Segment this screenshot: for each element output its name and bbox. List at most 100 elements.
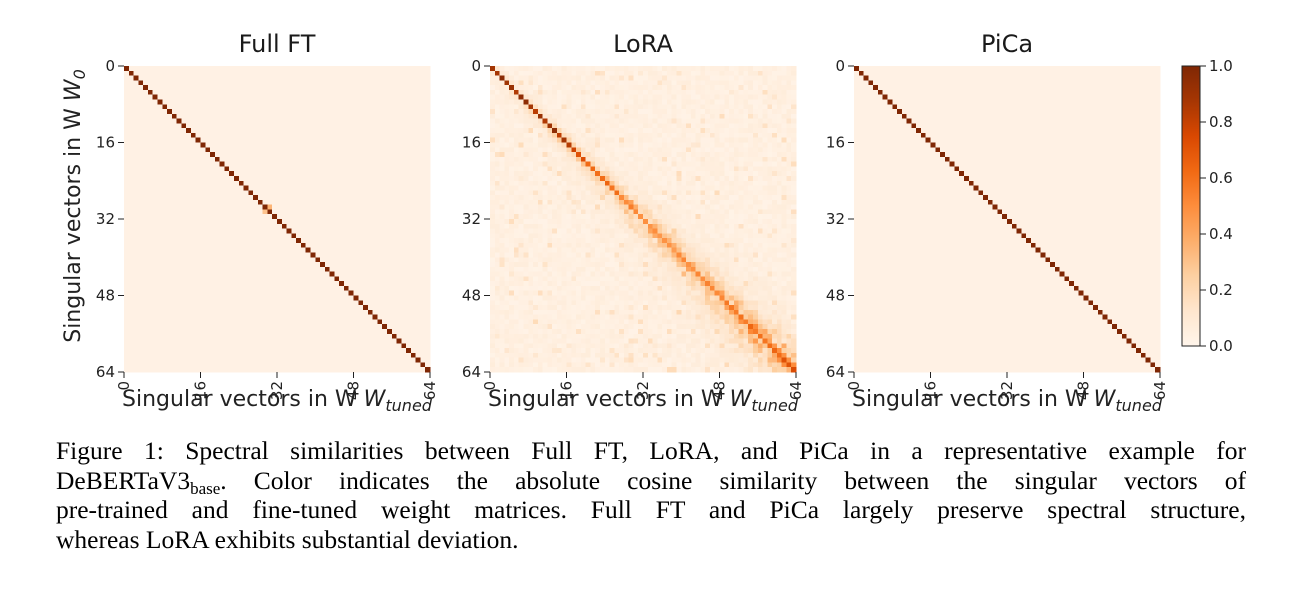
heatmap-cell: [334, 190, 340, 196]
heatmap-cell: [248, 190, 254, 196]
heatmap-cell: [286, 343, 292, 349]
heatmap-cell: [171, 219, 177, 225]
heatmap-cell: [138, 156, 144, 162]
heatmap-cell: [128, 132, 134, 139]
heatmap-cell: [262, 161, 268, 167]
heatmap-cell: [296, 195, 302, 201]
heatmap-cell: [353, 228, 359, 234]
heatmap-cell: [210, 319, 216, 325]
heatmap-cell: [138, 223, 144, 229]
heatmap-cell: [147, 242, 154, 249]
heatmap-cell: [229, 309, 235, 315]
heatmap-cell: [238, 276, 244, 282]
heatmap-cell: [214, 147, 220, 153]
heatmap-cell: [686, 99, 692, 105]
heatmap-cell: [358, 80, 364, 86]
heatmap-cell: [315, 314, 321, 320]
heatmap-cell: [714, 75, 720, 81]
heatmap-cell: [396, 357, 402, 363]
heatmap-cell: [233, 362, 240, 368]
heatmap-cell: [410, 66, 417, 72]
heatmap-cell: [300, 204, 307, 210]
heatmap-cell: [143, 309, 149, 315]
heatmap-cell: [210, 252, 216, 258]
heatmap-cell: [167, 357, 173, 363]
heatmap-cell: [406, 238, 412, 244]
heatmap-cell: [391, 219, 397, 225]
heatmap-cell: [205, 156, 211, 162]
heatmap-cell: [509, 128, 515, 134]
heatmap-cell: [499, 99, 505, 105]
heatmap-cell: [315, 333, 321, 339]
heatmap-cell: [157, 175, 163, 182]
heatmap-cell: [152, 147, 158, 153]
heatmap-cell: [229, 204, 235, 210]
heatmap-cell: [752, 99, 759, 105]
heatmap-cell: [238, 94, 244, 100]
heatmap-cell: [257, 219, 264, 225]
heatmap-cell: [272, 362, 278, 368]
heatmap-cell: [348, 266, 354, 272]
heatmap-cell: [133, 137, 139, 143]
heatmap-cell: [152, 70, 158, 76]
heatmap-cell: [286, 156, 292, 162]
heatmap-cell: [257, 152, 264, 158]
heatmap-cell: [415, 233, 421, 239]
heatmap-cell: [425, 147, 431, 153]
heatmap-cell: [124, 123, 130, 129]
heatmap-cell: [152, 242, 158, 249]
heatmap-cell: [162, 276, 168, 282]
heatmap-cell: [406, 175, 412, 182]
heatmap-cell: [396, 80, 402, 86]
heatmap-cell: [257, 156, 264, 162]
heatmap-cell: [147, 252, 154, 258]
heatmap-cell: [253, 285, 259, 292]
heatmap-cell: [324, 161, 330, 167]
heatmap-cell: [339, 109, 345, 115]
heatmap-cell: [147, 295, 154, 301]
heatmap-cell: [363, 262, 369, 268]
heatmap-cell: [176, 89, 182, 96]
heatmap-cell: [528, 128, 534, 134]
heatmap-cell: [320, 314, 326, 320]
heatmap-cell: [124, 166, 130, 172]
heatmap-cell: [420, 180, 426, 186]
heatmap-cell: [334, 142, 340, 148]
heatmap-cell: [262, 333, 268, 339]
heatmap-cell: [386, 367, 393, 373]
heatmap-cell: [348, 223, 354, 229]
heatmap-cell: [267, 99, 273, 105]
heatmap-cell: [391, 238, 397, 244]
heatmap-cell: [533, 94, 539, 100]
heatmap-cell: [377, 319, 383, 325]
heatmap-cell: [382, 185, 388, 191]
heatmap-cell: [124, 142, 130, 148]
heatmap-cell: [396, 257, 402, 263]
heatmap-cell: [386, 290, 393, 296]
heatmap-cell: [410, 252, 417, 258]
heatmap-cell: [310, 118, 316, 124]
heatmap-cell: [504, 109, 510, 115]
heatmap-cell: [238, 228, 244, 234]
heatmap-cell: [176, 80, 182, 86]
heatmap-cell: [229, 214, 235, 220]
heatmap-cell: [162, 209, 168, 215]
heatmap-cell: [599, 109, 606, 115]
heatmap-cell: [291, 161, 297, 167]
heatmap-cell: [286, 89, 292, 96]
heatmap-cell: [363, 123, 369, 129]
heatmap-cell: [329, 357, 335, 363]
heatmap-cell: [296, 357, 302, 363]
heatmap-cell: [320, 300, 326, 306]
heatmap-cell: [248, 80, 254, 86]
heatmap-cell: [320, 352, 326, 359]
heatmap-cell: [267, 70, 273, 76]
heatmap-cell: [157, 190, 163, 196]
heatmap-cell: [420, 75, 426, 81]
heatmap-cell: [339, 362, 345, 368]
heatmap-cell: [147, 238, 154, 244]
heatmap-cell: [272, 180, 278, 186]
heatmap-cell: [243, 75, 249, 81]
heatmap-cell: [410, 262, 417, 268]
heatmap-cell: [219, 276, 225, 282]
